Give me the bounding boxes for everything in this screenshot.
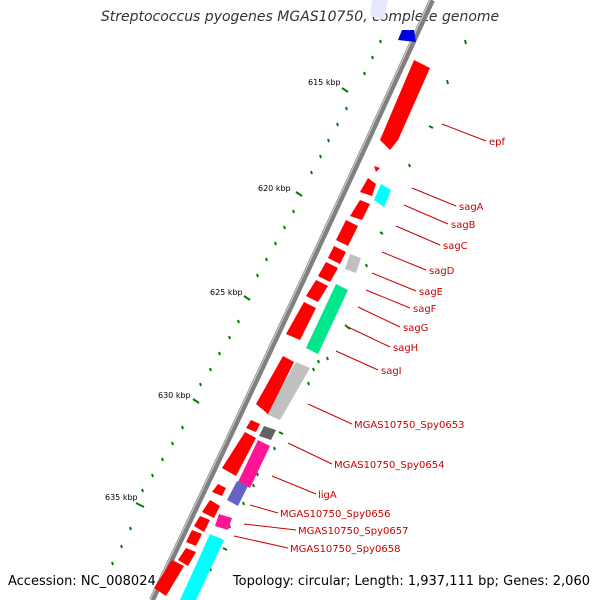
gene-inner-13[interactable] (194, 516, 210, 532)
gene-liga-slate[interactable] (227, 481, 248, 506)
outer-strand-genes (180, 60, 430, 600)
gene-0656-pink[interactable] (215, 514, 232, 530)
tick-label-630: 630 kbp (158, 391, 191, 400)
inner-strand-genes (154, 178, 376, 596)
gene-0653-gray[interactable] (266, 362, 310, 420)
gene-label-sagg[interactable]: sagG (403, 323, 428, 334)
genome-backbone-highlight (149, 0, 431, 600)
gene-inner-9[interactable] (246, 420, 260, 432)
gene-inner-7[interactable] (286, 302, 316, 340)
accession-text: Accession: NC_008024 (8, 574, 156, 589)
gene-0658-cyan[interactable] (180, 534, 224, 600)
gene-liga-pink[interactable] (238, 440, 270, 488)
genome-backbone (149, 0, 435, 600)
gene-label-spy0653[interactable]: MGAS10750_Spy0653 (354, 420, 464, 431)
gene-label-sagi[interactable]: sagI (381, 366, 402, 377)
gene-sagd-gray[interactable] (345, 254, 361, 273)
gene-labels: epf sagA sagB sagC sagD sagE sagF sagG s… (280, 137, 506, 555)
label-leader-lines (233, 123, 487, 549)
tick-label-615: 615 kbp (308, 78, 341, 87)
gene-label-spy0657[interactable]: MGAS10750_Spy0657 (298, 526, 408, 537)
gene-label-liga[interactable]: ligA (318, 490, 337, 501)
gene-label-spy0654[interactable]: MGAS10750_Spy0654 (334, 460, 444, 471)
gene-label-saga[interactable]: sagA (459, 202, 484, 213)
gene-label-sagb[interactable]: sagB (451, 220, 476, 231)
gene-inner-2[interactable] (350, 200, 370, 220)
gene-inner-12[interactable] (202, 500, 220, 518)
gene-blue-top[interactable] (398, 30, 416, 42)
gene-inner-11[interactable] (212, 484, 226, 496)
gene-white-top (370, 0, 388, 20)
gene-inner-5[interactable] (318, 262, 338, 282)
gene-label-sagc[interactable]: sagC (443, 241, 468, 252)
gene-inner-6[interactable] (306, 280, 328, 302)
tick-label-635: 635 kbp (105, 493, 138, 502)
gene-inner-14[interactable] (186, 530, 202, 546)
gene-label-sagd[interactable]: sagD (429, 266, 455, 277)
gene-inner-15[interactable] (178, 548, 196, 566)
gene-inner-10[interactable] (222, 432, 256, 476)
gene-saga-small[interactable] (374, 166, 380, 172)
tick-label-620: 620 kbp (258, 184, 291, 193)
gene-label-sagh[interactable]: sagH (393, 343, 418, 354)
tick-label-625: 625 kbp (210, 288, 243, 297)
gene-inner-4[interactable] (328, 246, 346, 264)
gene-label-sage[interactable]: sagE (419, 287, 443, 298)
gene-label-sagf[interactable]: sagF (413, 304, 437, 315)
inner-dot-track (111, 39, 382, 566)
gene-label-spy0658[interactable]: MGAS10750_Spy0658 (290, 544, 400, 555)
map-title: Streptococcus pyogenes MGAS10750, comple… (100, 9, 500, 25)
outer-dot-track (209, 39, 467, 572)
gene-epf[interactable] (380, 60, 430, 150)
gene-inner-16[interactable] (154, 560, 184, 596)
gene-0654-darkgray[interactable] (259, 426, 276, 440)
topology-text: Topology: circular; Length: 1,937,111 bp… (232, 574, 590, 589)
gene-inner-3[interactable] (336, 220, 358, 246)
gene-sagh-green[interactable] (306, 284, 348, 354)
gene-inner-1[interactable] (360, 178, 376, 196)
gene-label-epf[interactable]: epf (489, 137, 506, 148)
gene-inner-8[interactable] (256, 356, 294, 414)
gene-sagb-cyan[interactable] (374, 184, 391, 207)
gene-label-spy0656[interactable]: MGAS10750_Spy0656 (280, 509, 390, 520)
